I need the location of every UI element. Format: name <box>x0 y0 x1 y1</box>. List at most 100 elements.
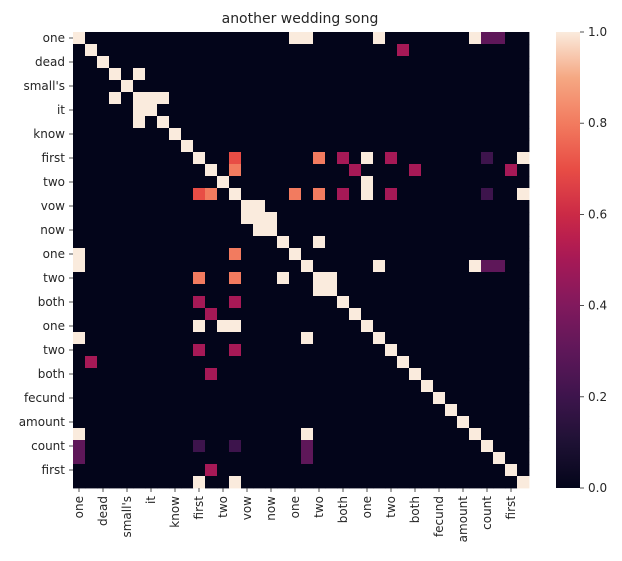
heatmap-cell <box>421 200 434 213</box>
heatmap-cell <box>289 224 302 237</box>
heatmap-cell <box>109 452 122 465</box>
heatmap-cell <box>133 368 146 381</box>
heatmap-cell <box>433 140 446 153</box>
heatmap-cell <box>481 308 494 321</box>
heatmap-cell <box>325 56 338 69</box>
heatmap-cell <box>121 380 134 393</box>
heatmap-cell <box>385 32 398 45</box>
heatmap-cell <box>301 152 314 165</box>
heatmap-cell <box>109 32 122 45</box>
heatmap-cell <box>469 392 482 405</box>
heatmap-cell <box>145 68 158 81</box>
heatmap-cell <box>217 80 230 93</box>
heatmap-cell <box>445 308 458 321</box>
heatmap-cell <box>505 212 518 225</box>
heatmap-cell <box>169 152 182 165</box>
heatmap-cell <box>73 308 86 321</box>
heatmap-cell <box>169 452 182 465</box>
heatmap-cell <box>457 392 470 405</box>
heatmap-cell <box>133 236 146 249</box>
heatmap-cell <box>481 188 494 201</box>
heatmap-cell <box>457 380 470 393</box>
heatmap-cell <box>505 320 518 333</box>
heatmap-cell <box>265 68 278 81</box>
heatmap-cell <box>229 356 242 369</box>
heatmap-cell <box>301 344 314 357</box>
heatmap-cell <box>481 476 494 489</box>
heatmap-cell <box>229 32 242 45</box>
heatmap-cell <box>133 128 146 141</box>
heatmap-cell <box>409 356 422 369</box>
heatmap-cell <box>397 404 410 417</box>
heatmap-cell <box>337 416 350 429</box>
heatmap-cell <box>337 164 350 177</box>
heatmap-cell <box>445 140 458 153</box>
heatmap-cell <box>373 332 386 345</box>
heatmap-cell <box>253 440 266 453</box>
heatmap-cell <box>433 464 446 477</box>
heatmap-cell <box>73 404 86 417</box>
heatmap-cell <box>121 428 134 441</box>
heatmap-cell <box>85 188 98 201</box>
heatmap-cell <box>109 392 122 405</box>
heatmap-cell <box>385 56 398 69</box>
heatmap-cell <box>493 224 506 237</box>
heatmap-cell <box>205 476 218 489</box>
heatmap-cell <box>157 176 170 189</box>
heatmap-cell <box>517 140 530 153</box>
heatmap-cell <box>301 416 314 429</box>
heatmap-cell <box>409 452 422 465</box>
heatmap-cell <box>505 224 518 237</box>
heatmap-cell <box>505 464 518 477</box>
heatmap-cell <box>337 332 350 345</box>
heatmap-cell <box>109 128 122 141</box>
heatmap-cell <box>361 140 374 153</box>
y-tick-label: fecund <box>24 391 65 405</box>
heatmap-cell <box>445 332 458 345</box>
heatmap-cell <box>385 44 398 57</box>
heatmap-cell <box>229 128 242 141</box>
heatmap-cell <box>277 284 290 297</box>
heatmap-cell <box>373 128 386 141</box>
heatmap-cell <box>469 176 482 189</box>
heatmap-cell <box>265 32 278 45</box>
heatmap-cell <box>253 128 266 141</box>
heatmap-cell <box>73 416 86 429</box>
heatmap-cell <box>205 272 218 285</box>
heatmap-cell <box>469 428 482 441</box>
heatmap-cell <box>169 56 182 69</box>
heatmap-cell <box>121 140 134 153</box>
heatmap-cell <box>229 212 242 225</box>
heatmap-cell <box>277 104 290 117</box>
heatmap-cell <box>337 248 350 261</box>
heatmap-cell <box>433 260 446 273</box>
heatmap-cell <box>409 404 422 417</box>
heatmap-cell <box>133 284 146 297</box>
heatmap-cell <box>217 140 230 153</box>
heatmap-cell <box>481 344 494 357</box>
heatmap-cell <box>133 212 146 225</box>
heatmap-cell <box>193 188 206 201</box>
heatmap-cell <box>109 344 122 357</box>
heatmap-cell <box>469 32 482 45</box>
heatmap-cell <box>145 464 158 477</box>
heatmap-cell <box>73 32 86 45</box>
heatmap-cell <box>229 140 242 153</box>
heatmap-cell <box>517 368 530 381</box>
heatmap-cell <box>325 152 338 165</box>
heatmap-cell <box>433 164 446 177</box>
heatmap-cell <box>169 80 182 93</box>
heatmap-cell <box>349 404 362 417</box>
heatmap-cell <box>133 332 146 345</box>
heatmap-cell <box>181 440 194 453</box>
heatmap-cell <box>493 104 506 117</box>
heatmap-cell <box>397 464 410 477</box>
heatmap-cell <box>253 140 266 153</box>
heatmap-cell <box>217 416 230 429</box>
heatmap-cell <box>157 356 170 369</box>
heatmap-cell <box>493 260 506 273</box>
heatmap-cell <box>253 284 266 297</box>
heatmap-cell <box>421 116 434 129</box>
heatmap-cell <box>349 80 362 93</box>
heatmap-cell <box>481 140 494 153</box>
